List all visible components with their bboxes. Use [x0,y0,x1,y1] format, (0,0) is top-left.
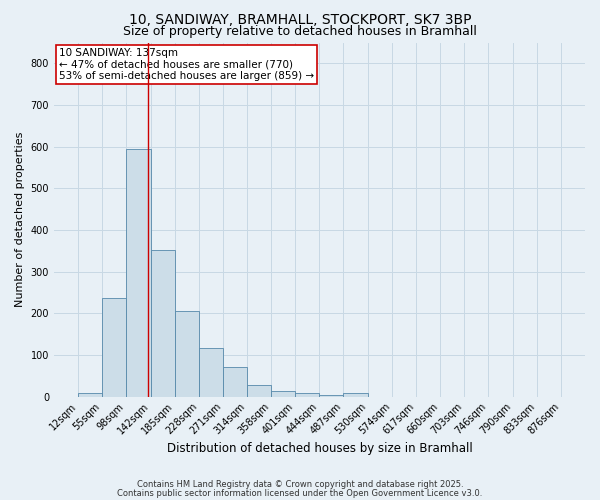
Bar [271,391,295,396]
Bar [343,394,368,396]
Text: 10, SANDIWAY, BRAMHALL, STOCKPORT, SK7 3BP: 10, SANDIWAY, BRAMHALL, STOCKPORT, SK7 3… [129,12,471,26]
Bar [295,394,319,396]
Bar [126,149,151,396]
Bar [319,394,343,396]
Bar [247,386,271,396]
Bar [223,366,247,396]
X-axis label: Distribution of detached houses by size in Bramhall: Distribution of detached houses by size … [167,442,472,455]
Bar [175,312,199,396]
Bar [102,298,126,396]
Y-axis label: Number of detached properties: Number of detached properties [15,132,25,308]
Text: Contains HM Land Registry data © Crown copyright and database right 2025.: Contains HM Land Registry data © Crown c… [137,480,463,489]
Text: Size of property relative to detached houses in Bramhall: Size of property relative to detached ho… [123,25,477,38]
Bar [151,250,175,396]
Text: Contains public sector information licensed under the Open Government Licence v3: Contains public sector information licen… [118,489,482,498]
Bar [78,394,102,396]
Text: 10 SANDIWAY: 137sqm
← 47% of detached houses are smaller (770)
53% of semi-detac: 10 SANDIWAY: 137sqm ← 47% of detached ho… [59,48,314,81]
Bar [199,348,223,397]
